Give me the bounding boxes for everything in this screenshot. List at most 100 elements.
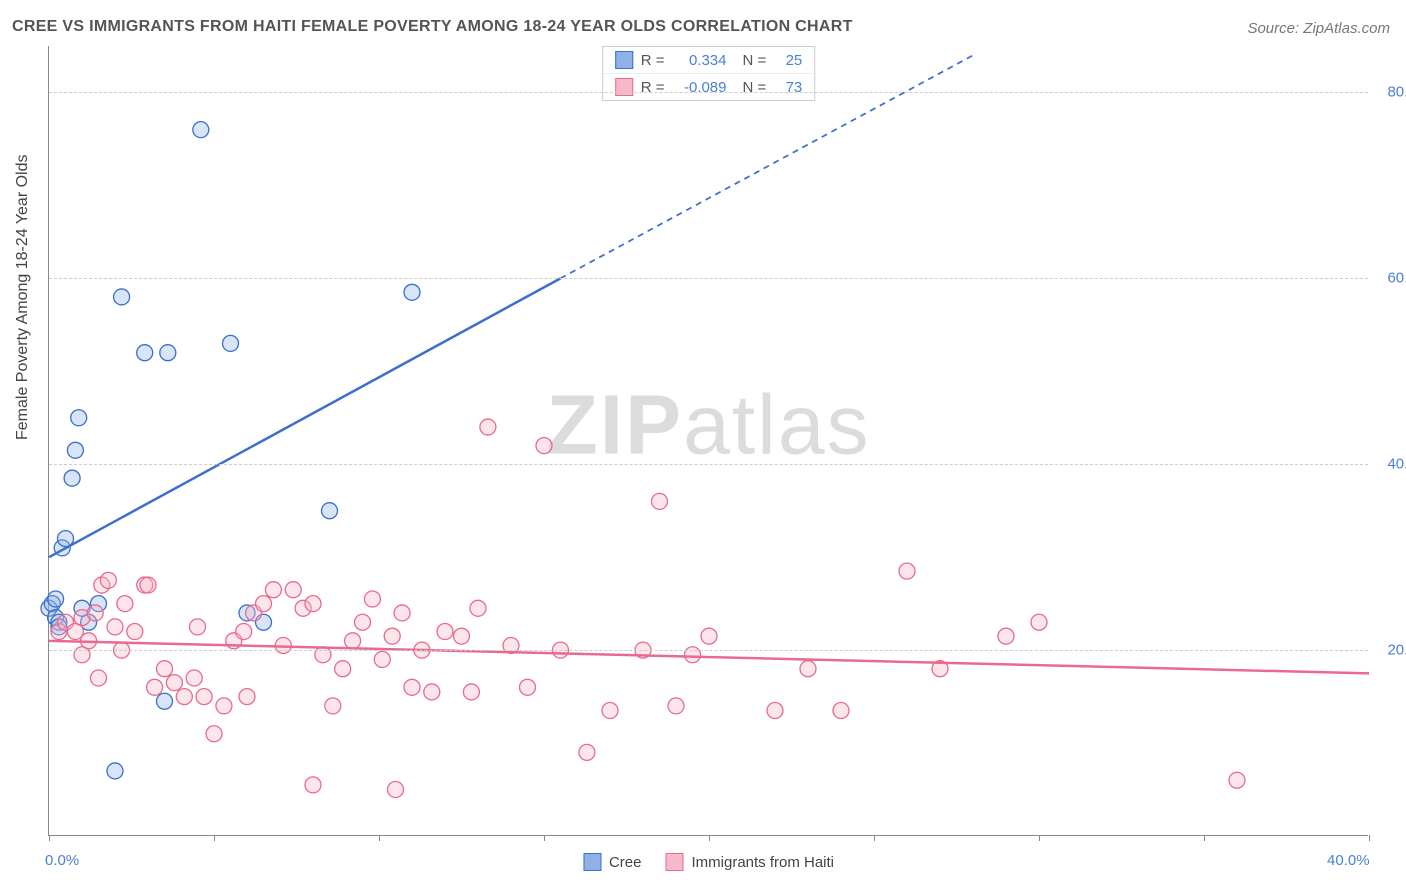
scatter-point [206,726,222,742]
chart-title: CREE VS IMMIGRANTS FROM HAITI FEMALE POV… [12,18,853,36]
scatter-point [305,777,321,793]
scatter-point [64,470,80,486]
scatter-point [388,782,404,798]
legend-label: Immigrants from Haiti [691,854,834,871]
scatter-point [480,419,496,435]
scatter-point [193,122,209,138]
scatter-point [899,563,915,579]
scatter-point [107,763,123,779]
scatter-point [437,624,453,640]
r-value: 0.334 [673,52,727,69]
scatter-point [998,628,1014,644]
scatter-point [345,633,361,649]
scatter-point [520,679,536,695]
y-axis-title: Female Poverty Among 18-24 Year Olds [14,155,32,441]
x-tick-label: 0.0% [45,852,79,869]
scatter-point [767,703,783,719]
scatter-point [355,614,371,630]
trend-line [49,641,1369,674]
scatter-point [404,679,420,695]
scatter-point [91,670,107,686]
scatter-point [239,689,255,705]
scatter-point [305,596,321,612]
scatter-point [160,345,176,361]
chart-svg [49,46,1368,835]
scatter-point [190,619,206,635]
scatter-point [652,493,668,509]
gridline-h [49,278,1368,279]
y-tick-label: 40.0% [1387,456,1406,473]
scatter-point [127,624,143,640]
x-tick [214,835,215,841]
y-tick-label: 80.0% [1387,84,1406,101]
legend-stats-row: R = 0.334 N = 25 [603,47,815,73]
legend-swatch [615,51,633,69]
scatter-point [100,572,116,588]
scatter-point [833,703,849,719]
plot-area: ZIPatlas R =0.334N =25R =-0.089N =73 Cre… [48,46,1368,836]
x-tick [379,835,380,841]
scatter-point [322,503,338,519]
y-tick-label: 60.0% [1387,270,1406,287]
scatter-point [137,345,153,361]
y-tick-label: 20.0% [1387,642,1406,659]
scatter-point [48,591,64,607]
legend-item: Cree [583,853,642,871]
source-label: Source: ZipAtlas.com [1247,20,1390,37]
gridline-h [49,464,1368,465]
gridline-h [49,92,1368,93]
x-tick [709,835,710,841]
scatter-point [236,624,252,640]
legend-item: Immigrants from Haiti [665,853,834,871]
scatter-point [71,410,87,426]
legend-label: Cree [609,854,642,871]
x-tick [49,835,50,841]
scatter-point [216,698,232,714]
scatter-point [1031,614,1047,630]
scatter-point [800,661,816,677]
trend-line [49,278,561,557]
scatter-point [463,684,479,700]
scatter-point [176,689,192,705]
scatter-point [536,438,552,454]
scatter-point [140,577,156,593]
x-tick [1204,835,1205,841]
n-label: N = [743,52,767,69]
scatter-point [579,744,595,760]
legend-bottom: Cree Immigrants from Haiti [583,853,834,871]
scatter-point [335,661,351,677]
scatter-point [470,600,486,616]
scatter-point [285,582,301,598]
n-value: 25 [774,52,802,69]
gridline-h [49,650,1368,651]
x-tick [1369,835,1370,841]
scatter-point [67,442,83,458]
legend-swatch [583,853,601,871]
scatter-point [186,670,202,686]
scatter-point [701,628,717,644]
scatter-point [107,619,123,635]
scatter-point [602,703,618,719]
scatter-point [1229,772,1245,788]
scatter-point [196,689,212,705]
scatter-point [364,591,380,607]
scatter-point [265,582,281,598]
legend-stats-row: R =-0.089N =73 [603,73,815,100]
legend-swatch [665,853,683,871]
scatter-point [166,675,182,691]
scatter-point [424,684,440,700]
scatter-point [114,289,130,305]
r-label: R = [641,52,665,69]
scatter-point [668,698,684,714]
scatter-point [223,335,239,351]
scatter-point [454,628,470,644]
x-tick [874,835,875,841]
scatter-point [325,698,341,714]
scatter-point [147,679,163,695]
scatter-point [374,651,390,667]
scatter-point [394,605,410,621]
scatter-point [256,596,272,612]
x-tick-label: 40.0% [1327,852,1370,869]
scatter-point [87,605,103,621]
scatter-point [157,661,173,677]
